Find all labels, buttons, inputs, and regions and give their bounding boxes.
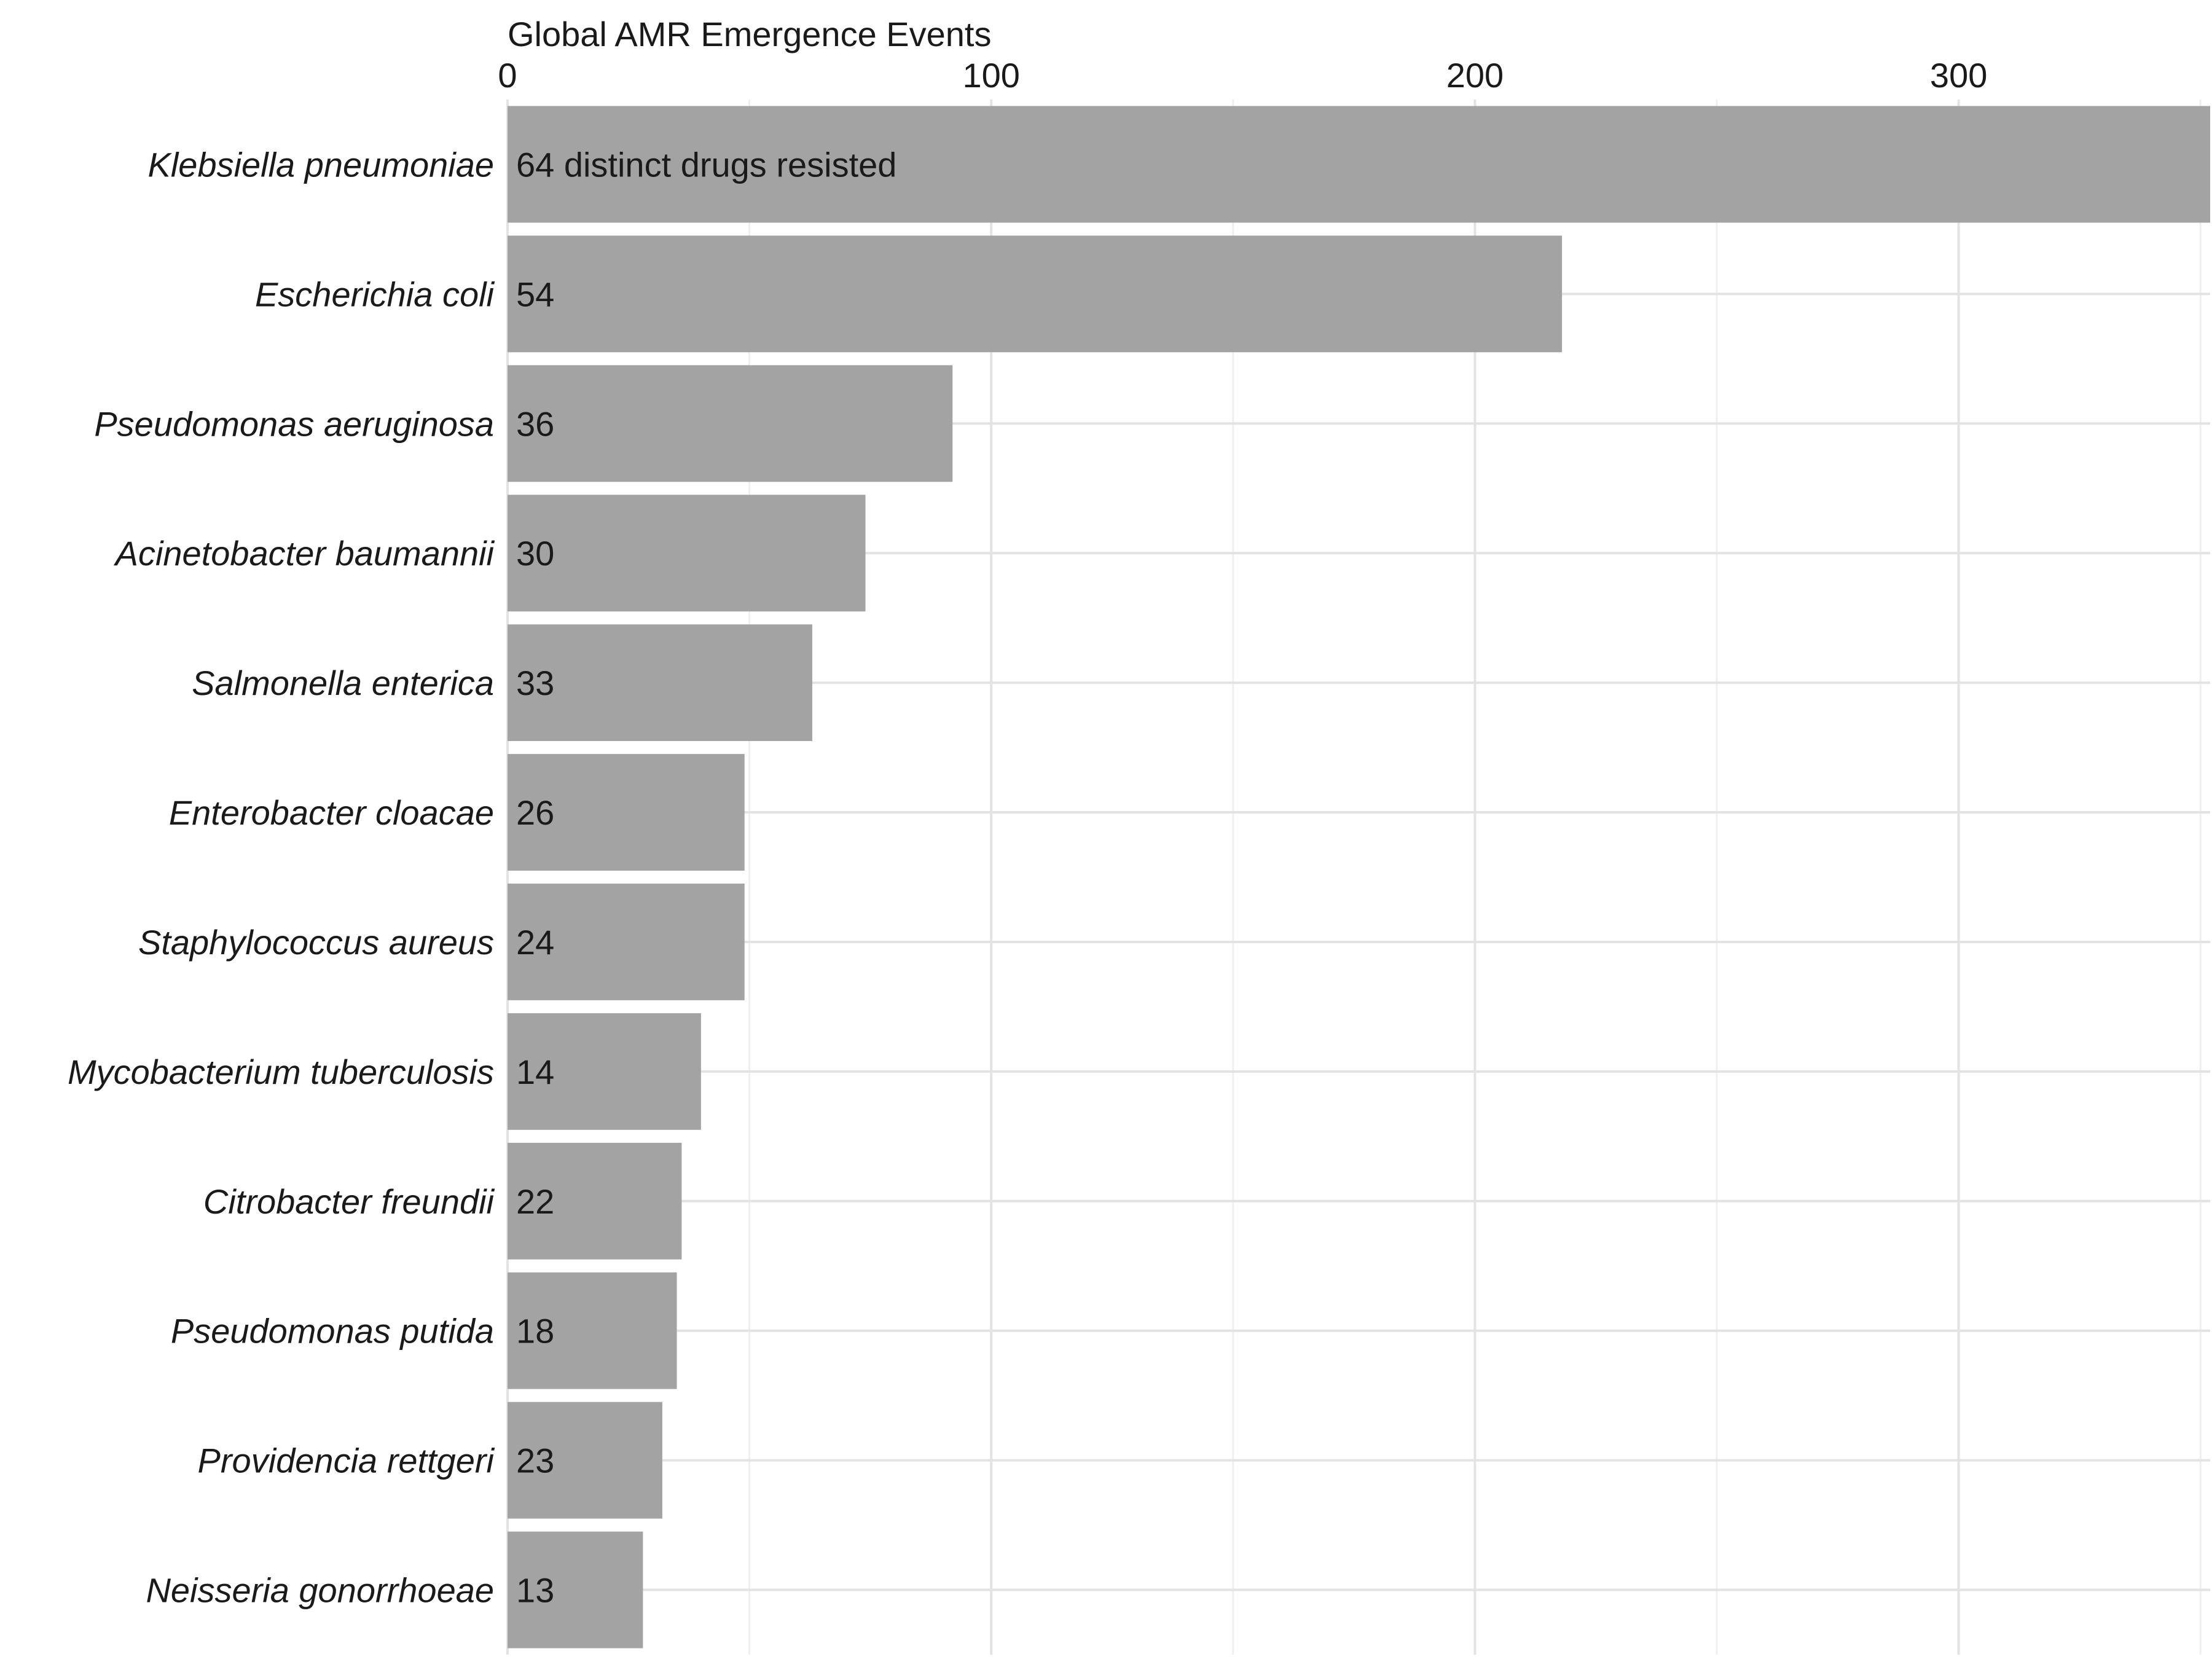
category-label: Staphylococcus aureus (138, 923, 494, 962)
x-axis-title: Global AMR Emergence Events (508, 15, 991, 53)
category-label: Pseudomonas putida (171, 1312, 494, 1351)
category-label: Acinetobacter baumannii (114, 534, 495, 573)
bar-value-label: 24 (516, 923, 554, 962)
category-label: Citrobacter freundii (203, 1182, 495, 1221)
bar-value-label: 64 distinct drugs resisted (516, 145, 896, 184)
bar-value-label: 54 (516, 275, 554, 313)
bars (508, 106, 2210, 1649)
bar-value-label: 36 (516, 404, 554, 443)
x-tick-label: 200 (1446, 56, 1504, 95)
bar (508, 495, 866, 612)
bar-value-label: 23 (516, 1441, 554, 1480)
category-label: Pseudomonas aeruginosa (94, 404, 494, 443)
bar-value-label: 22 (516, 1182, 554, 1221)
bar (508, 235, 1563, 353)
category-label: Enterobacter cloacae (169, 793, 494, 832)
bar (508, 754, 745, 871)
x-axis-ticks: 0 100 200 300 (498, 56, 1987, 95)
category-label: Escherichia coli (255, 275, 495, 313)
category-labels: Klebsiella pneumoniae Escherichia coli Pse… (68, 145, 495, 1609)
category-label: Providencia rettgeri (198, 1441, 495, 1480)
bar-value-label: 30 (516, 534, 554, 573)
bar-value-label: 33 (516, 664, 554, 702)
bar-value-label: 26 (516, 793, 554, 832)
bar (508, 1272, 677, 1389)
bar-value-label: 18 (516, 1312, 554, 1351)
bar (508, 1402, 662, 1519)
bar (508, 365, 953, 482)
category-label: Neisseria gonorrhoeae (146, 1571, 494, 1610)
x-tick-label: 300 (1930, 56, 1987, 95)
category-label: Klebsiella pneumoniae (148, 145, 495, 184)
category-label: Mycobacterium tuberculosis (68, 1053, 494, 1091)
bar-labels: 64 distinct drugs resisted 54 36 30 33 26 24 14… (516, 145, 896, 1609)
bar (508, 624, 812, 742)
bar (508, 106, 2210, 223)
bar (508, 884, 745, 1000)
x-tick-label: 0 (498, 56, 517, 95)
x-tick-label: 100 (962, 56, 1019, 95)
bar (508, 1142, 682, 1260)
bar-value-label: 14 (516, 1053, 554, 1091)
bar (508, 1013, 701, 1130)
bar (508, 1531, 643, 1649)
bar-value-label: 13 (516, 1571, 554, 1610)
category-label: Salmonella enterica (192, 664, 494, 702)
